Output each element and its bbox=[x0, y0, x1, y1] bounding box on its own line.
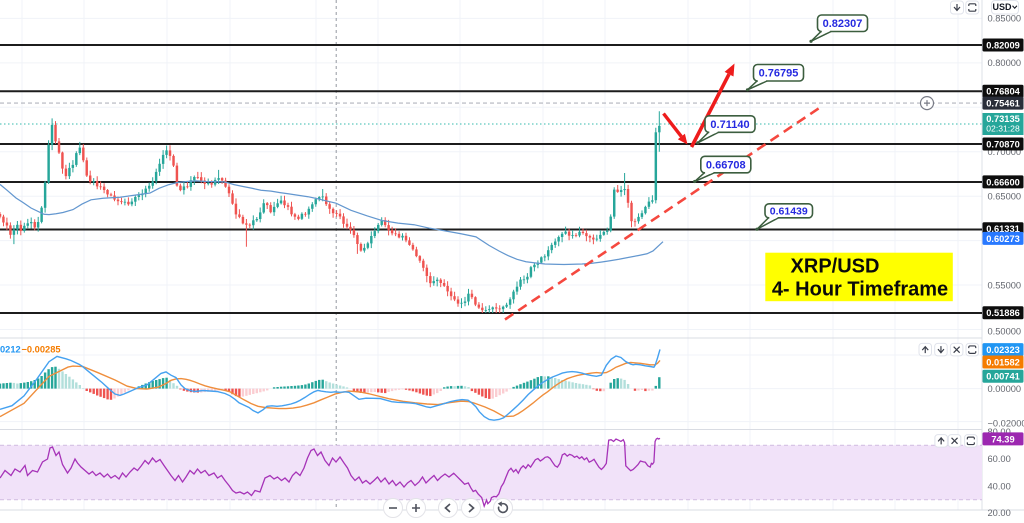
svg-text:0.80000: 0.80000 bbox=[988, 58, 1022, 68]
svg-text:XRP/USD: XRP/USD bbox=[791, 256, 880, 278]
svg-text:0212: 0212 bbox=[0, 345, 21, 355]
svg-text:0.76804: 0.76804 bbox=[986, 87, 1020, 97]
svg-text:0.85000: 0.85000 bbox=[988, 14, 1022, 24]
svg-text:0.66708: 0.66708 bbox=[706, 160, 746, 172]
svg-text:20.00: 20.00 bbox=[988, 508, 1011, 518]
svg-text:−0.00285: −0.00285 bbox=[22, 345, 61, 355]
svg-text:0.66600: 0.66600 bbox=[986, 177, 1020, 187]
svg-text:0.70870: 0.70870 bbox=[986, 139, 1020, 149]
svg-text:0.82307: 0.82307 bbox=[823, 18, 863, 30]
svg-text:0.55000: 0.55000 bbox=[988, 280, 1022, 290]
svg-text:0.50000: 0.50000 bbox=[988, 326, 1022, 336]
svg-text:0.01582: 0.01582 bbox=[986, 357, 1020, 367]
svg-text:0.00000: 0.00000 bbox=[988, 384, 1022, 394]
svg-text:4- Hour Timeframe: 4- Hour Timeframe bbox=[772, 279, 948, 301]
svg-text:40.00: 40.00 bbox=[988, 481, 1011, 491]
svg-text:0.00741: 0.00741 bbox=[986, 372, 1020, 382]
svg-text:0.71140: 0.71140 bbox=[710, 119, 749, 131]
svg-text:0.82009: 0.82009 bbox=[986, 40, 1020, 50]
svg-text:0.61439: 0.61439 bbox=[770, 206, 808, 218]
svg-text:USD: USD bbox=[992, 2, 1012, 12]
svg-text:0.75461: 0.75461 bbox=[986, 99, 1020, 109]
svg-text:0.65000: 0.65000 bbox=[988, 192, 1022, 202]
svg-text:0.60273: 0.60273 bbox=[986, 234, 1020, 244]
svg-text:0.73135: 0.73135 bbox=[986, 114, 1020, 124]
svg-text:60.00: 60.00 bbox=[988, 454, 1011, 464]
svg-text:0.51886: 0.51886 bbox=[986, 308, 1020, 318]
svg-text:0.76795: 0.76795 bbox=[759, 68, 799, 80]
svg-text:02:31:28: 02:31:28 bbox=[986, 124, 1020, 134]
svg-text:74.39: 74.39 bbox=[991, 434, 1014, 444]
svg-text:0.02323: 0.02323 bbox=[986, 345, 1020, 355]
